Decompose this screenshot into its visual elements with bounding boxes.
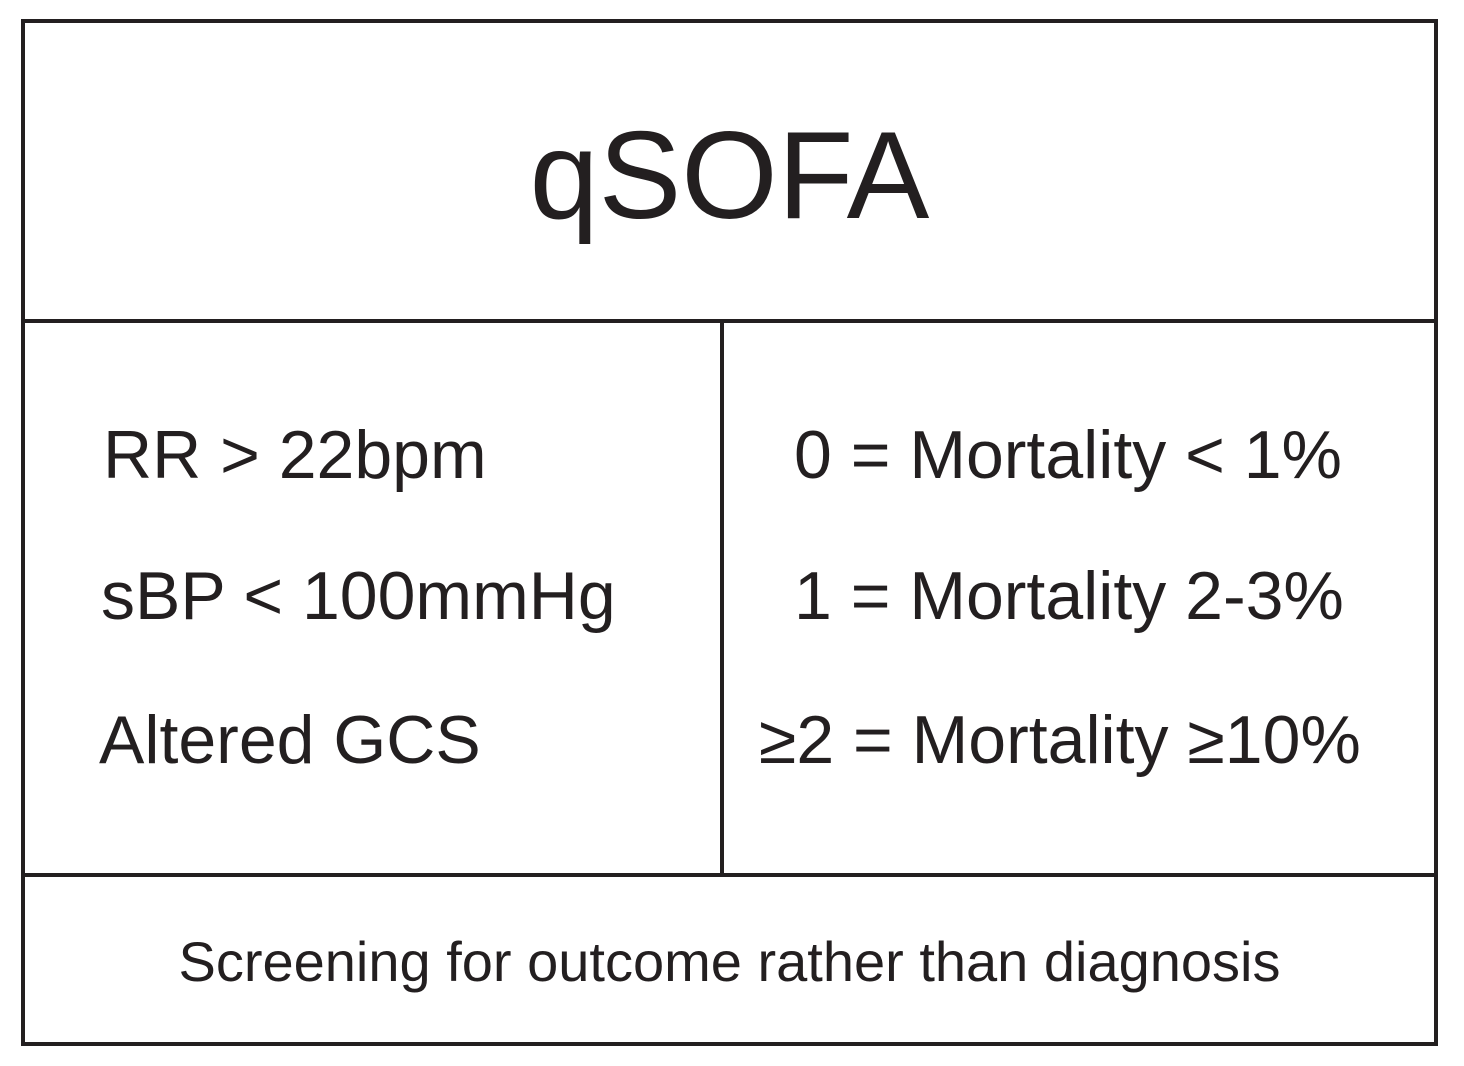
score-0-mortality: 0 = Mortality < 1% [794,417,1343,493]
score-1-mortality: 1 = Mortality 2-3% [794,558,1344,634]
footer-note: Screening for outcome rather than diagno… [178,929,1281,993]
title-divider [25,319,1434,323]
qsofa-table: qSOFA RR > 22bpm sBP < 100mmHg Altered G… [21,19,1438,1046]
criterion-systolic-bp: sBP < 100mmHg [101,558,616,634]
table-title: qSOFA [529,107,930,245]
criterion-respiratory-rate: RR > 22bpm [103,417,487,493]
criterion-altered-gcs: Altered GCS [99,702,481,778]
score-2-plus-mortality: ≥2 = Mortality ≥10% [759,702,1361,778]
footer-divider [25,873,1434,877]
column-divider [720,323,724,873]
